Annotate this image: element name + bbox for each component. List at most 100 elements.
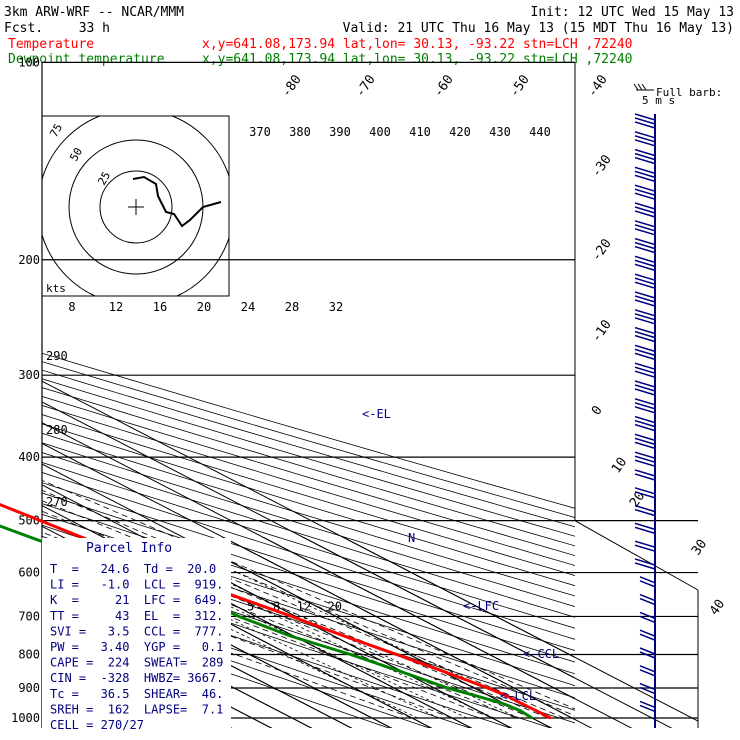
dewpoint-point bbox=[474, 694, 478, 697]
parcel-info-row: LI = -1.0 LCL = 919. bbox=[50, 578, 223, 592]
location-temp: x,y=641.08,173.94 lat,lon= 30.13, -93.22… bbox=[202, 37, 632, 52]
dry-adiabat bbox=[42, 452, 575, 618]
hodograph-units: kts bbox=[46, 282, 66, 295]
wind-barb bbox=[639, 593, 656, 606]
wind-barb bbox=[634, 415, 656, 432]
dewpoint-point bbox=[446, 686, 449, 690]
hodograph-ring-label-25: 25 bbox=[95, 170, 113, 188]
wind-barb bbox=[639, 665, 656, 677]
forecast-hours: 33 h bbox=[79, 21, 110, 36]
wind-barb bbox=[634, 326, 656, 343]
temperature-point bbox=[231, 594, 234, 597]
hodograph-trace bbox=[132, 175, 222, 228]
hodograph-ring-label-50: 50 bbox=[67, 146, 85, 164]
dry-adiabat bbox=[42, 414, 575, 576]
n-marker: N bbox=[408, 531, 415, 545]
isotherm-lower bbox=[181, 537, 553, 728]
theta-tick: 370 bbox=[249, 125, 271, 139]
theta-side-labels: 290 280 270 bbox=[46, 349, 68, 509]
theta-tick-labels: 370 380 390 400 410 420 430 440 bbox=[249, 125, 551, 139]
legend-dewpoint: Dewpoint temperature bbox=[8, 52, 165, 67]
lfc-marker: <-LFC bbox=[463, 599, 499, 613]
parcel-info-title: Parcel Info bbox=[86, 541, 172, 556]
parcel-info-row: PW = 3.40 YGP = 0.1 bbox=[50, 640, 223, 654]
theta-tick: 390 bbox=[329, 125, 351, 139]
pressure-label: 200 bbox=[18, 253, 40, 267]
hodograph-center bbox=[128, 199, 144, 215]
pressure-label: 600 bbox=[18, 566, 40, 580]
dry-adiabat bbox=[42, 405, 575, 566]
parcel-info-row: TT = 43 EL = 312. bbox=[50, 609, 223, 623]
parcel-info-row: Tc = 36.5 SHEAR= 46. bbox=[50, 687, 223, 701]
speed-tick: 12 bbox=[109, 300, 123, 314]
wind-barb bbox=[634, 291, 656, 307]
ccl-marker: <-CCL bbox=[523, 647, 559, 661]
isotherm-lower bbox=[341, 537, 698, 722]
legend-temperature: Temperature bbox=[8, 37, 94, 52]
speed-tick: 16 bbox=[153, 300, 167, 314]
wind-barb bbox=[634, 469, 656, 481]
dry-adiabat bbox=[42, 472, 575, 640]
wind-barb bbox=[634, 380, 656, 396]
forecast-label: Fcst. bbox=[4, 21, 43, 36]
wind-barb bbox=[634, 237, 656, 254]
isotherm-lower bbox=[221, 537, 593, 728]
location-dew: x,y=641.08,173.94 lat,lon= 30.13, -93.22… bbox=[202, 52, 632, 67]
model-title: 3km ARW-WRF -- NCAR/MMM bbox=[4, 5, 184, 20]
temperature-tick-label: 40 bbox=[707, 597, 728, 618]
barb-legend-line2: 5 m s bbox=[642, 94, 675, 107]
temperature-point bbox=[395, 653, 398, 656]
parcel-info-row: SREH = 162 LAPSE= 7.1 bbox=[50, 702, 223, 716]
hodograph: 25 50 75 kts bbox=[41, 115, 230, 297]
wind-barb bbox=[639, 629, 656, 641]
wind-barb bbox=[639, 700, 656, 713]
dry-adiabat bbox=[42, 432, 575, 597]
valid-time: Valid: 21 UTC Thu 16 May 13 (15 MDT Thu … bbox=[343, 21, 734, 36]
theta-tick: 400 bbox=[369, 125, 391, 139]
parcel-info-background bbox=[42, 538, 231, 728]
theta-tick: 440 bbox=[529, 125, 551, 139]
dewpoint-point bbox=[399, 670, 403, 673]
pressure-label: 400 bbox=[18, 450, 40, 464]
temperature-point bbox=[443, 670, 446, 673]
mixing-ratio-label: 12 bbox=[297, 599, 311, 613]
wind-barb bbox=[634, 113, 656, 129]
wind-barb bbox=[634, 148, 656, 165]
dry-adiabat bbox=[42, 594, 431, 728]
temperature-point bbox=[505, 694, 508, 697]
wind-barb bbox=[639, 682, 656, 695]
parcel-info-row: CAPE = 224 SWEAT= 289 bbox=[50, 656, 223, 670]
barb-legend-line1: Full barb: bbox=[656, 86, 722, 99]
pressure-label: 100 bbox=[18, 55, 40, 69]
temperature-point bbox=[486, 686, 489, 690]
dry-adiabat bbox=[42, 423, 575, 587]
moist-adiabat bbox=[42, 479, 575, 710]
theta-tick: 380 bbox=[289, 125, 311, 139]
theta-tick: 420 bbox=[449, 125, 471, 139]
temperature-axis-labels: -80 -70 -60 -50 -40 -30 -20 -10 0 10 20 30 40 bbox=[279, 72, 728, 618]
dewpoint-point bbox=[501, 702, 504, 705]
temperature-tick-label: -50 bbox=[507, 72, 533, 100]
wind-barb bbox=[634, 131, 656, 147]
wind-barb bbox=[634, 540, 656, 552]
moist-adiabat bbox=[42, 546, 493, 719]
isotherm-lower bbox=[301, 537, 673, 728]
wind-barb bbox=[634, 220, 656, 236]
wind-barb bbox=[634, 362, 656, 378]
pressure-label: 300 bbox=[18, 368, 40, 382]
dewpoint-point bbox=[289, 634, 292, 638]
init-time: Init: 12 UTC Wed 15 May 13 bbox=[531, 5, 735, 20]
temperature-point bbox=[290, 615, 293, 618]
hodograph-ring-25 bbox=[99, 170, 173, 244]
temperature-tick-label: -20 bbox=[589, 236, 615, 264]
temperature-point bbox=[520, 702, 523, 705]
temperature-point bbox=[535, 709, 538, 712]
speed-tick: 28 bbox=[285, 300, 299, 314]
hodograph-frame bbox=[41, 115, 230, 297]
dry-adiabat bbox=[42, 492, 575, 663]
temperature-tick-label: -10 bbox=[589, 317, 615, 345]
dewpoint-point bbox=[349, 653, 352, 656]
dewpoint-point bbox=[237, 615, 240, 618]
